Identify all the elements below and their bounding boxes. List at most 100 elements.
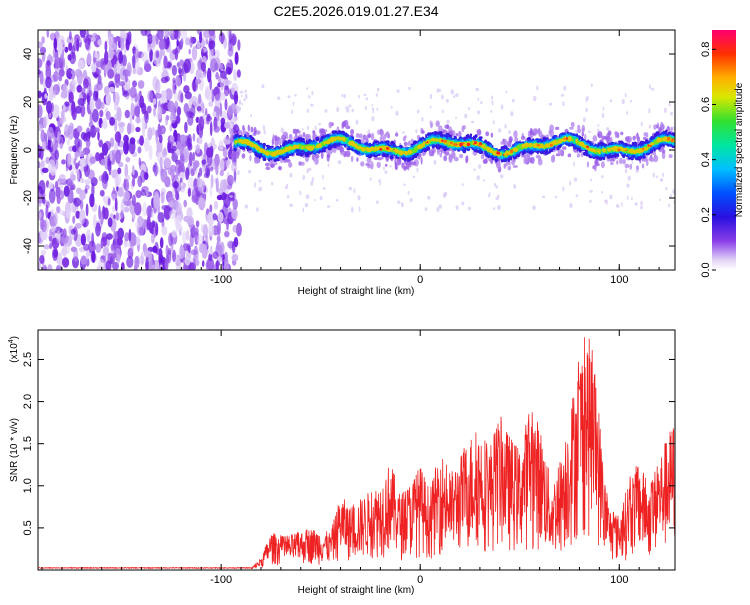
faint-cell [604, 199, 607, 203]
noise-cell [189, 36, 193, 48]
noise-cell [52, 104, 60, 119]
noise-cell [131, 194, 137, 207]
faint-cell [245, 96, 248, 100]
halo-cell [274, 140, 279, 146]
halo-cell [246, 132, 250, 139]
noise-cell [176, 62, 181, 68]
noise-cell [64, 101, 70, 107]
noise-cell [108, 36, 112, 51]
faint-cell [416, 109, 420, 114]
noise-cell [109, 116, 115, 126]
halo-cell [643, 136, 647, 140]
noise-cell [80, 255, 87, 265]
noise-cell [134, 202, 142, 216]
noise-cell [223, 85, 230, 97]
noise-cell [83, 78, 89, 89]
noise-cell [121, 54, 127, 67]
halo-cell [295, 132, 298, 140]
faint-cell [585, 107, 588, 113]
noise-cell [129, 86, 137, 99]
noise-cell [40, 230, 48, 241]
noise-cell [219, 102, 223, 117]
halo-cell [408, 161, 412, 168]
noise-cell [125, 38, 130, 51]
noise-cell [134, 48, 139, 59]
noise-cell [144, 110, 149, 124]
faint-cell [364, 105, 367, 110]
halo-cell [601, 161, 605, 169]
halo-cell [450, 153, 456, 159]
noise-cell [113, 64, 117, 75]
noise-cell [45, 76, 52, 89]
faint-cell [429, 93, 433, 100]
signal-cell [467, 135, 471, 138]
halo-cell [615, 132, 618, 137]
noise-cell [43, 244, 50, 250]
noise-cell [162, 148, 168, 158]
noise-cell [52, 90, 56, 98]
noise-cell [41, 167, 49, 173]
halo-cell [635, 165, 640, 171]
noise-cell [197, 178, 205, 194]
halo-cell [326, 153, 330, 162]
noise-cell [60, 110, 65, 120]
noise-cell [227, 174, 234, 186]
noise-cell [72, 215, 76, 224]
noise-cell [199, 31, 203, 44]
noise-cell [163, 157, 172, 169]
noise-cell [75, 222, 82, 229]
noise-cell [184, 91, 192, 100]
faint-cell [284, 186, 288, 190]
noise-cell [195, 220, 200, 228]
noise-cell [165, 244, 169, 257]
faint-cell [416, 167, 419, 173]
noise-cell [140, 30, 148, 37]
noise-cell [224, 98, 228, 111]
noise-cell [192, 151, 196, 162]
noise-cell [212, 213, 217, 221]
noise-cell [42, 196, 46, 204]
halo-cell [362, 134, 367, 140]
faint-cell [341, 94, 344, 98]
noise-cell [111, 193, 116, 201]
halo-cell [601, 135, 606, 140]
faint-cell [254, 182, 257, 188]
noise-cell [137, 80, 145, 89]
noise-cell [140, 169, 146, 183]
faint-cell [396, 89, 400, 93]
faint-cell [299, 190, 302, 196]
noise-cell [206, 147, 212, 158]
noise-cell [142, 123, 146, 138]
halo-cell [485, 131, 490, 137]
halo-cell [306, 133, 311, 141]
faint-cell [237, 170, 240, 176]
faint-cell [247, 170, 252, 174]
halo-cell [500, 141, 504, 145]
faint-cell [389, 164, 392, 168]
halo-cell [570, 122, 575, 128]
noise-cell [175, 190, 180, 201]
noise-cell [56, 230, 62, 244]
faint-cell [464, 113, 468, 119]
halo-cell [567, 153, 572, 158]
noise-cell [182, 264, 189, 270]
halo-cell [480, 154, 485, 160]
noise-cell [153, 107, 156, 117]
faint-cell [280, 127, 284, 133]
noise-cell [164, 259, 169, 270]
faint-cell [271, 181, 274, 186]
faint-cell [477, 110, 481, 115]
noise-cell [38, 104, 43, 119]
faint-cell [348, 186, 352, 191]
noise-cell [120, 201, 125, 212]
noise-cell [174, 100, 179, 111]
noise-cell [76, 38, 80, 52]
faint-cell [337, 160, 342, 165]
faint-cell [229, 195, 233, 198]
noise-cell [62, 245, 67, 258]
halo-cell [581, 124, 585, 133]
halo-cell [461, 125, 465, 133]
noise-cell [187, 137, 191, 144]
noise-cell [57, 35, 65, 46]
noise-cell [88, 240, 96, 254]
